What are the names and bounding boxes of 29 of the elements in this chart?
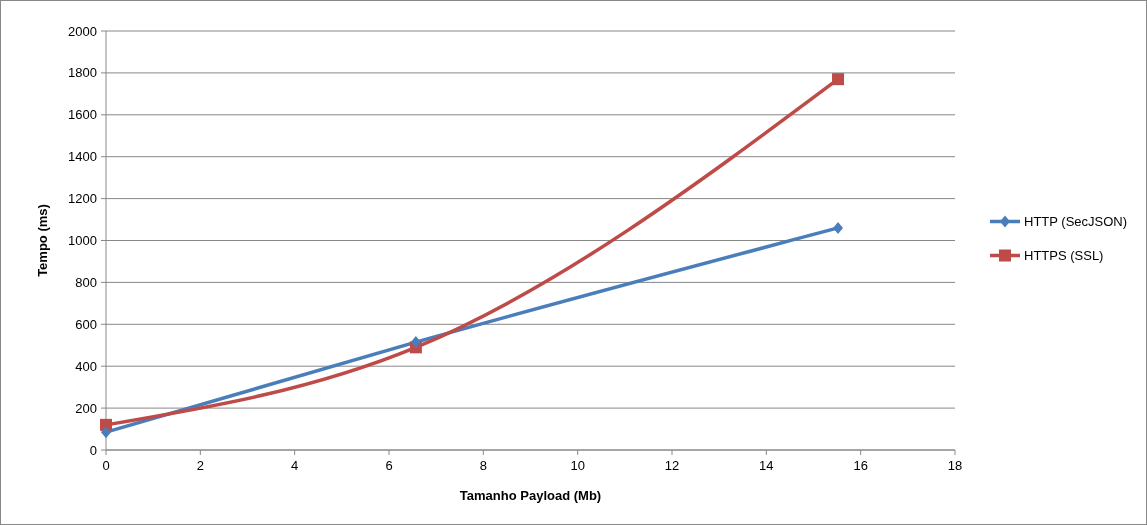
y-tick-label: 1600 (68, 107, 97, 123)
legend-label: HTTP (SecJSON) (1024, 214, 1128, 230)
x-tick-label: 16 (853, 458, 868, 473)
x-tick-label: 6 (385, 458, 393, 473)
point (410, 336, 421, 349)
x-tick-label: 14 (759, 458, 774, 473)
x-tick-label: 12 (664, 458, 680, 473)
y-tick-label: 400 (75, 358, 97, 374)
y-tick-label: 0 (89, 442, 97, 458)
y-tick-label: 1200 (68, 191, 97, 207)
x-tick-label: 18 (947, 458, 963, 473)
x-tick-label: 2 (196, 458, 204, 473)
y-axis-title: Tempo (ms) (35, 204, 50, 277)
x-tick-label: 10 (570, 458, 585, 473)
x-axis-title: Tamanho Payload (Mb) (459, 488, 602, 503)
point (832, 73, 845, 86)
y-tick-label: 600 (75, 316, 97, 332)
y-tick-label: 200 (75, 400, 97, 416)
y-tick-label: 1800 (68, 65, 97, 81)
point (833, 221, 844, 234)
point (101, 426, 111, 439)
x-tick-label: 8 (479, 458, 487, 473)
x-tick-label: 4 (291, 458, 299, 473)
legend-label: HTTPS (SSL) (1024, 248, 1104, 264)
x-tick-label: 0 (102, 458, 110, 473)
y-tick-label: 1000 (68, 233, 97, 249)
y-tick-label: 1400 (68, 149, 97, 165)
y-tick-label: 800 (75, 274, 97, 290)
y-tick-label: 2000 (68, 23, 97, 39)
